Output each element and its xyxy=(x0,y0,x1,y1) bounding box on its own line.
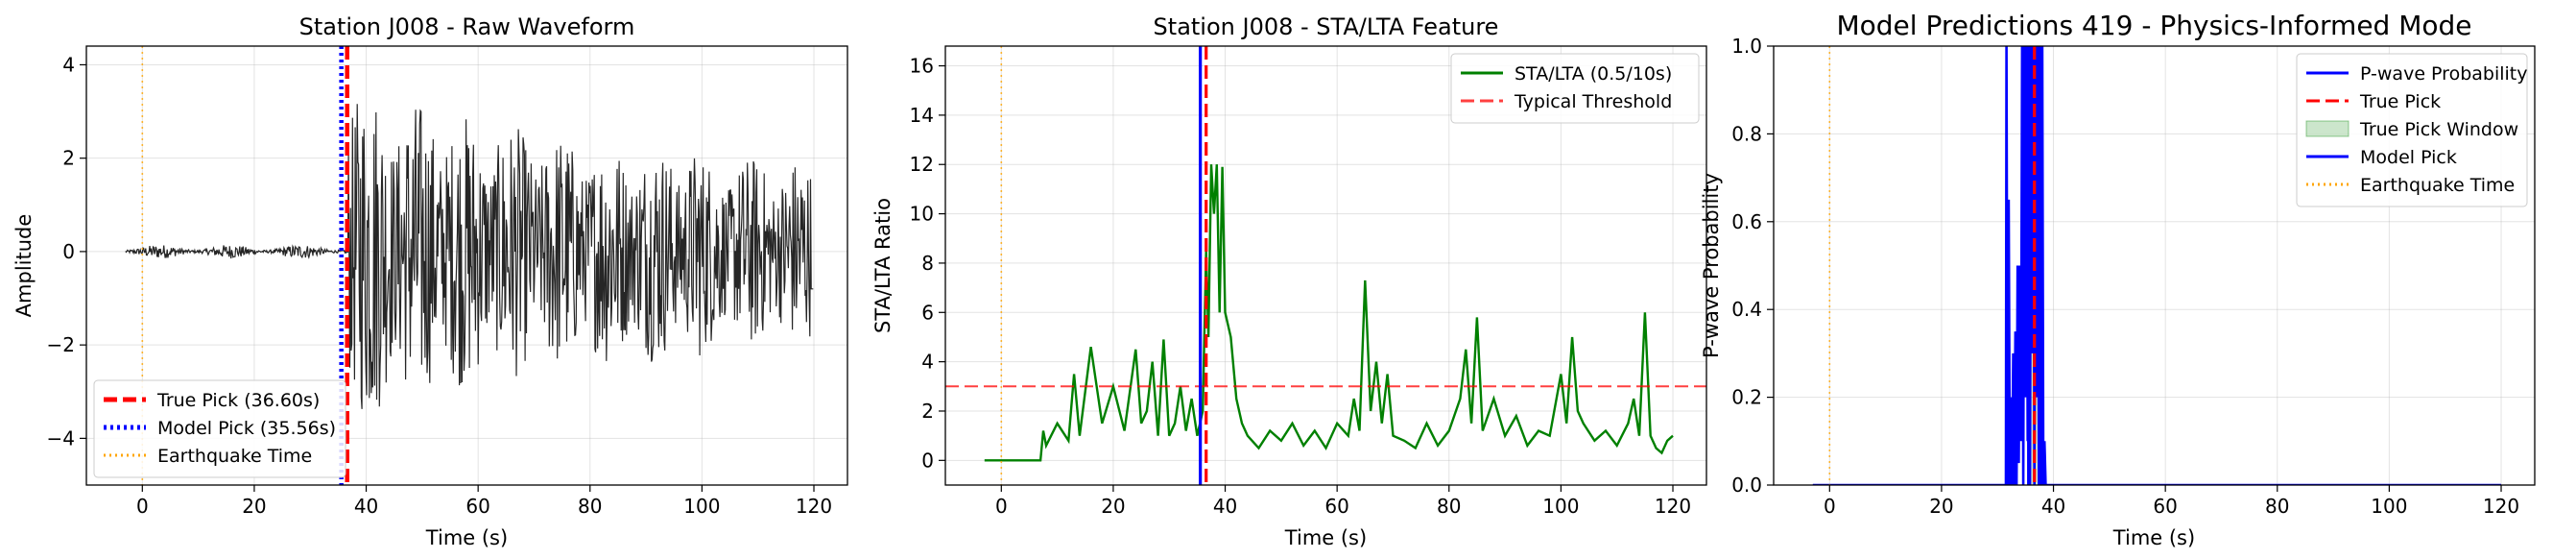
chart-panel-3: 0 20 40 60 80 100 120 0.0 0.2 0.4 0.6 0.8 1.0 Model P… xyxy=(1700,10,2536,549)
legend-label: P-wave Probability xyxy=(2360,63,2528,85)
plot-area xyxy=(945,46,1706,485)
y-tick-label: 6 xyxy=(921,301,934,324)
x-tick-label: 120 xyxy=(2483,495,2519,518)
legend-label: Typical Threshold xyxy=(1514,91,1672,112)
legend-label: True Pick Window xyxy=(2359,119,2518,140)
x-axis-label: Time (s) xyxy=(2112,526,2195,549)
y-tick-label: 0.0 xyxy=(1731,474,1762,497)
axes-frame xyxy=(944,45,1707,486)
chart-title: Station J008 - Raw Waveform xyxy=(299,13,635,40)
axes-frame xyxy=(85,45,848,486)
x-tick-label: 20 xyxy=(1101,495,1125,518)
y-tick-label: 10 xyxy=(910,203,934,226)
legend: P-wave Probability True Pick True Pick Win… xyxy=(2296,53,2528,207)
legend-swatch xyxy=(2305,120,2349,137)
legend-label: Model Pick xyxy=(2360,147,2457,168)
legend-box xyxy=(1450,53,1700,124)
x-tick-label: 0 xyxy=(136,495,149,518)
y-tick-label: 1.0 xyxy=(1731,35,1762,58)
legend-label: Earthquake Time xyxy=(2360,175,2515,196)
x-tick-label: 100 xyxy=(683,495,720,518)
legend-label: True Pick xyxy=(2359,91,2441,112)
y-tick-label: 0 xyxy=(921,449,934,472)
x-tick-label: 120 xyxy=(1655,495,1691,518)
y-axis-label: P-wave Probability xyxy=(1700,173,1723,358)
y-tick-label: 0.6 xyxy=(1731,210,1762,233)
x-tick-label: 20 xyxy=(1929,495,1953,518)
legend: True Pick (36.60s) Model Pick (35.56s) Ear… xyxy=(93,379,346,478)
chart-title: Model Predictions 419 - Physics-Informed… xyxy=(1836,10,2471,41)
chart-panel-1: 0 20 40 60 80 100 120 −4 −2 0 2 4 Station J008 - Raw… xyxy=(12,13,848,549)
y-axis-label: STA/LTA Ratio xyxy=(871,198,894,333)
legend-label: Model Pick (35.56s) xyxy=(157,418,336,439)
y-tick-label: 14 xyxy=(910,104,934,127)
chart-panel-2: 0 20 40 60 80 100 120 0 2 4 6 8 10 12 14 16 Station J008… xyxy=(871,13,1707,549)
y-tick-label: 0 xyxy=(62,240,75,263)
x-tick-label: 20 xyxy=(242,495,266,518)
legend-box xyxy=(93,379,346,478)
y-tick-label: 0.2 xyxy=(1731,386,1762,409)
waveform-line xyxy=(125,104,814,409)
y-tick-label: 12 xyxy=(910,153,934,176)
legend-label: True Pick (36.60s) xyxy=(156,390,320,411)
x-tick-label: 0 xyxy=(1824,495,1836,518)
x-axis-label: Time (s) xyxy=(1284,526,1367,549)
axes-frame xyxy=(1773,45,2536,486)
y-tick-label: 4 xyxy=(62,53,75,76)
y-tick-label: −4 xyxy=(47,426,75,450)
y-tick-label: −2 xyxy=(47,333,75,356)
x-tick-label: 120 xyxy=(796,495,832,518)
legend: STA/LTA (0.5/10s) Typical Threshold xyxy=(1450,53,1700,124)
y-tick-label: 2 xyxy=(62,147,75,170)
x-tick-label: 40 xyxy=(354,495,378,518)
p-wave-probability-line xyxy=(1812,46,2501,485)
x-tick-label: 80 xyxy=(578,495,602,518)
legend-label: STA/LTA (0.5/10s) xyxy=(1515,63,1672,85)
chart-title: Station J008 - STA/LTA Feature xyxy=(1154,13,1499,40)
y-tick-label: 8 xyxy=(921,252,934,275)
x-tick-label: 60 xyxy=(1324,495,1348,518)
x-tick-label: 60 xyxy=(2153,495,2177,518)
x-tick-label: 100 xyxy=(1542,495,1579,518)
legend-label: Earthquake Time xyxy=(157,446,312,467)
x-tick-label: 80 xyxy=(2265,495,2289,518)
x-tick-label: 80 xyxy=(1437,495,1461,518)
y-tick-label: 2 xyxy=(921,400,934,423)
y-tick-label: 16 xyxy=(910,55,934,78)
x-tick-label: 100 xyxy=(2371,495,2407,518)
legend-box xyxy=(2296,53,2528,207)
x-tick-label: 0 xyxy=(995,495,1008,518)
plot-area xyxy=(1812,46,2501,485)
x-tick-label: 40 xyxy=(2041,495,2065,518)
y-tick-label: 0.8 xyxy=(1731,122,1762,145)
x-tick-label: 40 xyxy=(1213,495,1237,518)
x-tick-label: 60 xyxy=(465,495,489,518)
y-tick-label: 0.4 xyxy=(1731,298,1762,321)
y-tick-label: 4 xyxy=(921,351,934,374)
sta-lta-line xyxy=(984,164,1674,462)
x-axis-label: Time (s) xyxy=(425,526,508,549)
y-axis-label: Amplitude xyxy=(12,214,36,318)
